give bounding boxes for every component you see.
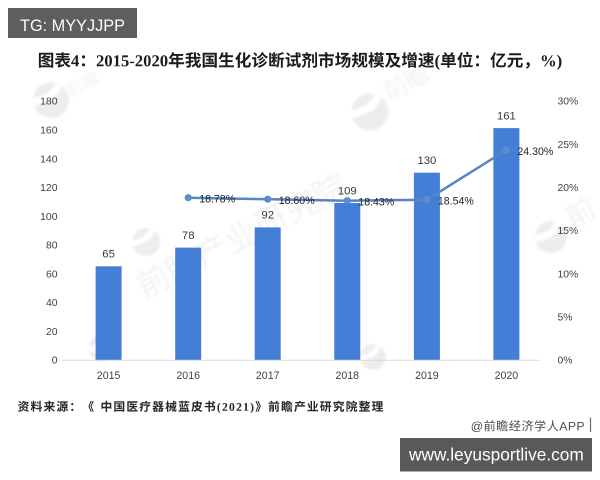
svg-text:161: 161 — [497, 110, 516, 122]
svg-text:140: 140 — [40, 154, 58, 165]
svg-text:120: 120 — [40, 183, 58, 194]
svg-text:20: 20 — [46, 327, 58, 338]
svg-text:18.60%: 18.60% — [279, 195, 316, 207]
svg-text:40: 40 — [46, 298, 58, 309]
svg-text:18.43%: 18.43% — [358, 197, 395, 209]
svg-text:100: 100 — [40, 212, 58, 223]
svg-text:2020: 2020 — [495, 370, 519, 382]
svg-text:2017: 2017 — [256, 370, 280, 382]
svg-text:130: 130 — [417, 155, 436, 167]
svg-text:0: 0 — [52, 356, 58, 367]
svg-text:18.78%: 18.78% — [199, 194, 236, 206]
svg-text:78: 78 — [182, 230, 195, 242]
svg-text:65: 65 — [102, 249, 115, 261]
svg-text:2015: 2015 — [97, 370, 121, 382]
svg-text:160: 160 — [40, 126, 58, 137]
svg-text:TG: MYYJJPP: TG: MYYJJPP — [20, 17, 125, 35]
svg-text:18.54%: 18.54% — [438, 196, 475, 208]
svg-text:60: 60 — [46, 269, 58, 280]
svg-text:109: 109 — [338, 185, 357, 197]
svg-text:10%: 10% — [558, 269, 579, 280]
svg-text:24.30%: 24.30% — [517, 146, 554, 158]
svg-text:80: 80 — [46, 241, 58, 252]
svg-text:20%: 20% — [558, 183, 579, 194]
svg-text:180: 180 — [40, 97, 58, 108]
svg-text:2016: 2016 — [176, 370, 200, 382]
svg-text:2019: 2019 — [415, 370, 439, 382]
svg-text:2018: 2018 — [336, 370, 360, 382]
svg-text:0%: 0% — [558, 356, 573, 367]
svg-text:30%: 30% — [558, 97, 579, 108]
svg-text:15%: 15% — [558, 226, 579, 237]
svg-text:25%: 25% — [558, 140, 579, 151]
svg-text:www.leyusportlive.com: www.leyusportlive.com — [408, 445, 584, 465]
svg-text:5%: 5% — [558, 313, 573, 324]
svg-text:92: 92 — [261, 210, 274, 222]
